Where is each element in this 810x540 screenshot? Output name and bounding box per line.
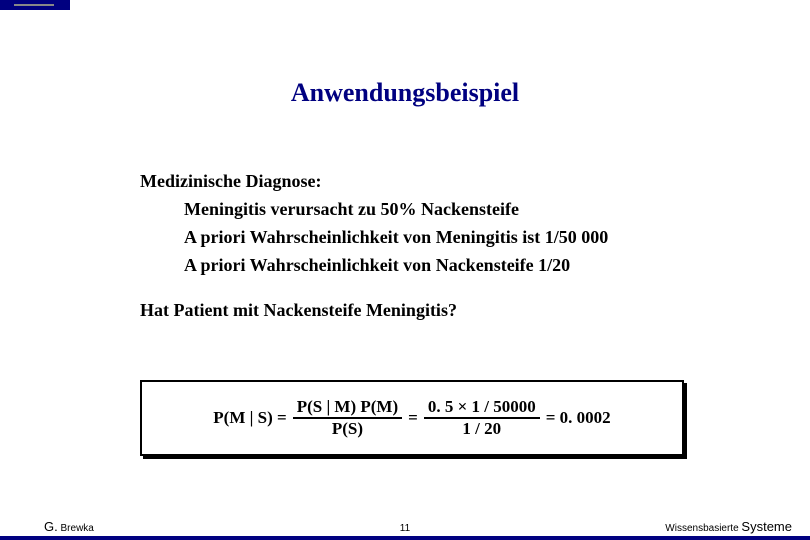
- footer-author-initial: G.: [44, 519, 58, 534]
- content-line-2: A priori Wahrscheinlichkeit von Meningit…: [184, 224, 750, 252]
- formula-fraction-1: P(S | M) P(M) P(S): [293, 398, 402, 438]
- formula-eq1: =: [408, 408, 418, 428]
- footer-course-part1: Wissensbasierte: [665, 523, 741, 534]
- footer-bar: [0, 536, 810, 540]
- formula-fraction-2: 0. 5 × 1 / 50000 1 / 20: [424, 398, 540, 438]
- formula-frac2-num: 0. 5 × 1 / 50000: [424, 398, 540, 416]
- formula-frac1-num: P(S | M) P(M): [293, 398, 402, 416]
- content-block: Medizinische Diagnose: Meningitis verurs…: [140, 168, 750, 321]
- footer-course: Wissensbasierte Systeme: [665, 519, 792, 534]
- formula-frac1-den: P(S): [328, 420, 367, 438]
- content-line-3: A priori Wahrscheinlichkeit von Nackenst…: [184, 252, 750, 280]
- formula-lhs: P(M | S) =: [213, 408, 286, 428]
- footer-page-number: 11: [400, 523, 410, 534]
- formula-frac2-den: 1 / 20: [458, 420, 505, 438]
- formula: P(M | S) = P(S | M) P(M) P(S) = 0. 5 × 1…: [213, 398, 610, 438]
- formula-card: P(M | S) = P(S | M) P(M) P(S) = 0. 5 × 1…: [140, 380, 684, 456]
- footer-author-rest: Brewka: [58, 523, 94, 534]
- slide-footer: G. Brewka 11 Wissensbasierte Systeme: [0, 514, 810, 540]
- formula-result: = 0. 0002: [546, 408, 611, 428]
- footer-author: G. Brewka: [44, 519, 94, 534]
- content-line-1: Meningitis verursacht zu 50% Nackensteif…: [184, 196, 750, 224]
- top-accent-bar: [0, 0, 70, 10]
- slide-title: Anwendungsbeispiel: [0, 78, 810, 108]
- content-question: Hat Patient mit Nackensteife Meningitis?: [140, 300, 750, 321]
- content-heading: Medizinische Diagnose:: [140, 168, 750, 196]
- footer-course-part2: Systeme: [741, 519, 792, 534]
